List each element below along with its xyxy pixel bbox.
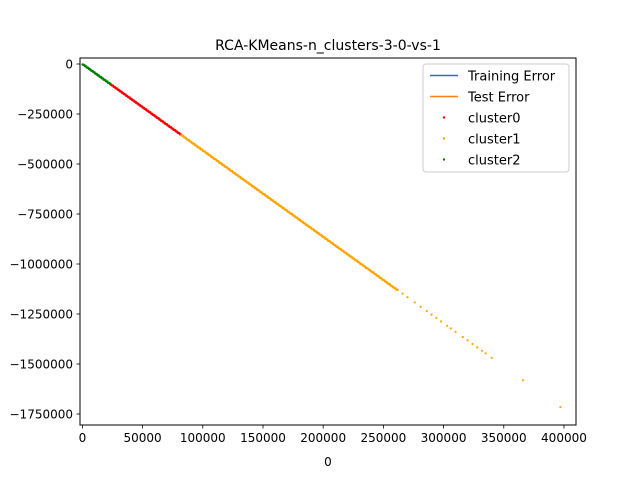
scatter-point-cluster1-sparse-tail- — [430, 313, 433, 316]
x-tick-label: 400000 — [541, 431, 587, 445]
legend-item-test-error: Test Error — [430, 91, 530, 106]
scatter-point-cluster1-sparse-tail- — [466, 339, 469, 342]
x-tick-label: 0 — [79, 431, 87, 445]
x-axis-label: 0 — [324, 455, 332, 469]
x-tick-label: 50000 — [124, 431, 162, 445]
scatter-point-cluster1-sparse-tail- — [419, 305, 422, 308]
legend-item-training-error: Training Error — [430, 70, 556, 85]
y-tick-label: −500000 — [17, 158, 73, 172]
y-tick-label: −750000 — [17, 208, 73, 222]
legend-item-cluster2: cluster2 — [442, 154, 520, 169]
y-tick-label: −250000 — [17, 108, 73, 122]
y-tick-label: −1250000 — [10, 308, 74, 322]
legend-marker-cluster1 — [442, 137, 446, 140]
scatter-point-cluster1-sparse-tail- — [401, 292, 404, 295]
legend-label-training-error: Training Error — [467, 70, 556, 85]
legend-label-cluster1: cluster1 — [468, 133, 520, 148]
scatter-point-cluster1-sparse-tail- — [484, 352, 487, 355]
x-tick-label: 350000 — [481, 431, 527, 445]
scatter-point-cluster1-sparse-tail- — [435, 316, 438, 320]
x-tick-label: 150000 — [240, 431, 286, 445]
scatter-point-cluster1-sparse-tail- — [521, 379, 525, 382]
y-tick-label: −1000000 — [10, 258, 74, 272]
y-tick-label: −1750000 — [10, 408, 74, 422]
legend: Training Error Test Error cluster0 clust… — [422, 63, 570, 173]
x-tick-label: 250000 — [360, 431, 406, 445]
y-tick-label: −1500000 — [10, 358, 74, 372]
scatter-point-cluster1-sparse-tail- — [413, 301, 416, 304]
legend-item-cluster1: cluster1 — [442, 133, 520, 148]
scatter-point-cluster1-sparse-tail- — [461, 335, 464, 339]
x-tick-label: 100000 — [180, 431, 226, 445]
legend-marker-cluster2 — [442, 158, 446, 161]
legend-marker-cluster0 — [442, 116, 446, 119]
axis-ticks: 0 50000 100000 150000 200000 250000 300000 3500… — [10, 58, 587, 446]
data-marks — [81, 63, 562, 409]
legend-box — [422, 63, 570, 173]
scatter-point-cluster1-sparse-tail- — [490, 356, 493, 359]
x-tick-label: 300000 — [421, 431, 467, 445]
scatter-point-cluster1-sparse-tail- — [449, 327, 452, 330]
scatter-point-cluster1 — [396, 288, 399, 292]
scatter-point-cluster1-sparse-tail- — [406, 296, 409, 299]
scatter-point-cluster1-sparse-tail- — [454, 330, 457, 333]
scatter-point-cluster1-sparse-tail- — [476, 346, 479, 349]
scatter-point-cluster1-sparse-tail- — [481, 349, 484, 352]
scatter-point-cluster1-sparse-tail- — [440, 320, 443, 323]
plot-frame — [79, 57, 577, 426]
legend-item-cluster0: cluster0 — [442, 112, 520, 127]
scatter-point-cluster1-sparse-tail- — [471, 342, 474, 346]
y-tick-label: 0 — [65, 58, 73, 72]
legend-label-cluster0: cluster0 — [468, 112, 520, 127]
legend-label-cluster2: cluster2 — [468, 154, 520, 169]
scatter-point-cluster1-sparse-tail- — [559, 405, 562, 409]
legend-label-test-error: Test Error — [467, 91, 530, 106]
scatter-point-cluster1-sparse-tail- — [446, 324, 449, 327]
scatter-point-cluster1-sparse-tail- — [425, 309, 428, 313]
chart-title: RCA-KMeans-n_clusters-3-0-vs-1 — [215, 38, 441, 54]
x-tick-label: 200000 — [300, 431, 346, 445]
